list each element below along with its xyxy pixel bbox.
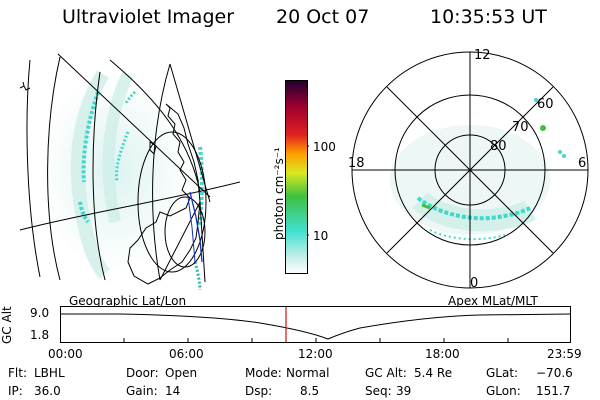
seq-value: 39 (396, 384, 412, 398)
altitude-ytick-max: 9.0 (30, 306, 50, 320)
filter-label: Flt: (8, 366, 27, 380)
filter-value: LBHL (34, 366, 65, 380)
apex-caption: Apex MLat/MLT (448, 294, 538, 308)
geo-caption: Geographic Lat/Lon (69, 294, 187, 308)
door-value: Open (165, 366, 198, 380)
colorbar-tick-10: 10 (313, 229, 329, 243)
sun-marker-icon (19, 81, 31, 91)
xtick-2359: 23:59 (547, 347, 582, 361)
altitude-ytick-min: 1.8 (30, 328, 50, 342)
dsp-value: 8.5 (300, 384, 320, 398)
mlt-label-18: 18 (348, 156, 365, 171)
gain-label: Gain: (126, 384, 158, 398)
apex-emission (390, 98, 566, 241)
altitude-plot (60, 306, 571, 343)
coastline-blue (189, 191, 203, 263)
lat-label-70: 70 (512, 120, 529, 135)
mlt-label-0: 0 (470, 276, 479, 291)
xtick-0000: 00:00 (48, 347, 83, 361)
instrument-title: Ultraviolet Imager (62, 6, 235, 28)
glon-value: 151.7 (536, 384, 571, 398)
geo-grid (19, 53, 240, 283)
glat-value: −70.6 (536, 366, 573, 380)
coastline-small (149, 141, 157, 155)
mlt-label-12: 12 (474, 48, 491, 63)
gcalt-value: 5.4 Re (414, 366, 453, 380)
glat-label: GLat: (486, 366, 519, 380)
coastline (127, 103, 201, 285)
dsp-label: Dsp: (245, 384, 273, 398)
xtick-0600: 06:00 (169, 347, 204, 361)
mlt-label-6: 6 (578, 156, 587, 171)
ip-label: IP: (8, 384, 23, 398)
colorbar (285, 80, 309, 274)
seq-label: Seq: (365, 384, 392, 398)
colorbar-tick-100: 100 (313, 140, 336, 154)
colorbar-label: photon cm⁻²s⁻¹ (272, 147, 286, 240)
lat-label-60: 60 (537, 97, 554, 112)
gcalt-label: GC Alt: (365, 366, 407, 380)
glon-label: GLon: (486, 384, 521, 398)
coastline-blue-2 (187, 196, 196, 263)
ip-value: 36.0 (34, 384, 61, 398)
geo-emission (40, 70, 204, 291)
time-label: 10:35:53 UT (430, 6, 547, 28)
apex-polar-plot (351, 51, 589, 289)
xtick-1200: 12:00 (298, 347, 333, 361)
polar-grid (351, 51, 589, 289)
lat-label-80: 80 (490, 139, 507, 154)
altitude-ylabel: GC Alt (0, 306, 14, 344)
altitude-curve (61, 313, 571, 340)
mode-value: Normal (286, 366, 330, 380)
gain-value: 14 (165, 384, 181, 398)
date-label: 20 Oct 07 (276, 6, 370, 28)
xtick-1800: 18:00 (425, 347, 460, 361)
mode-label: Mode: (245, 366, 282, 380)
door-label: Door: (126, 366, 159, 380)
geographic-map (19, 53, 240, 291)
